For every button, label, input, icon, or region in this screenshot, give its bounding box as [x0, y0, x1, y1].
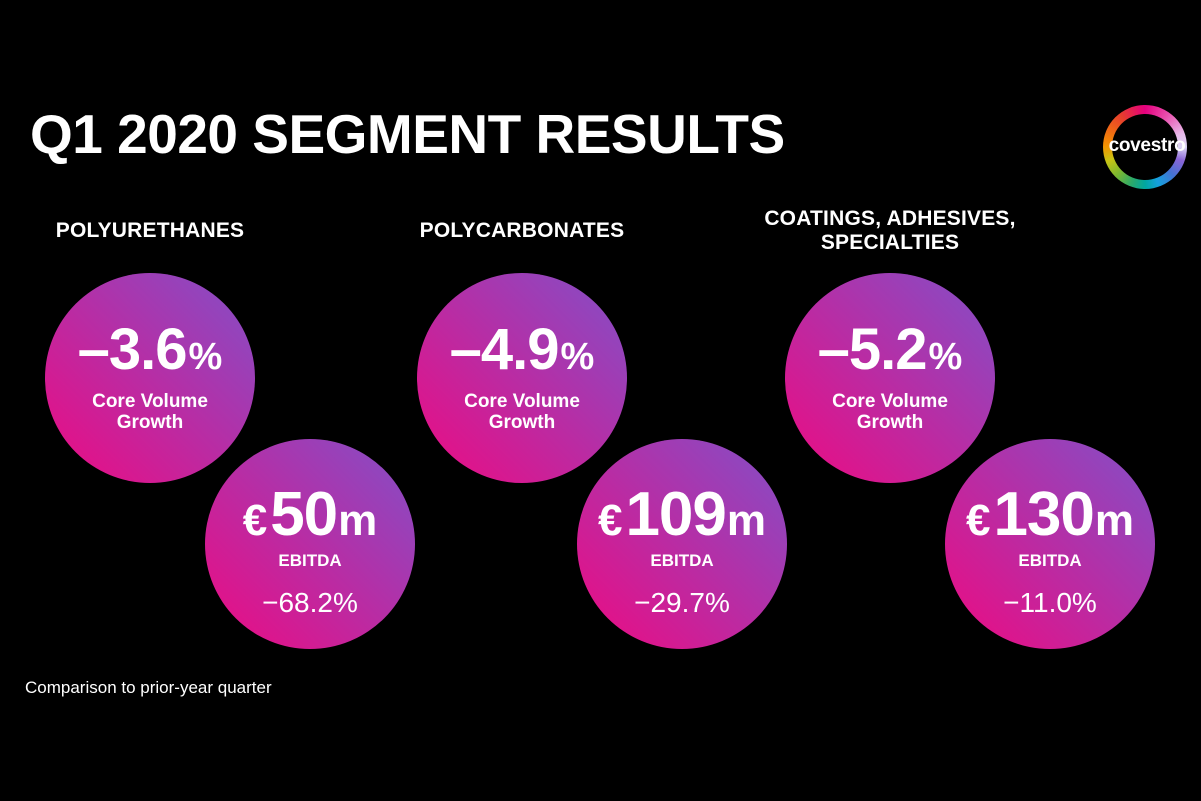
core-volume-growth-value-row: –3.6 %	[78, 319, 223, 385]
percent-unit: %	[560, 336, 595, 378]
page-title: Q1 2020 SEGMENT RESULTS	[30, 103, 785, 165]
segment-coatings-adhesives-specialties: COATINGS, ADHESIVES, SPECIALTIES –5.2 % …	[740, 205, 1160, 665]
percent-unit: %	[188, 336, 223, 378]
euro-sign: €	[242, 496, 268, 545]
segment-label: POLYURETHANES	[55, 219, 245, 242]
core-volume-growth-bubble: –5.2 % Core Volume Growth	[785, 273, 995, 483]
ebitda-value: 50	[270, 480, 338, 549]
ebitda-change: −11.0%	[1003, 587, 1097, 618]
million-suffix: m	[726, 496, 767, 545]
euro-sign: €	[965, 496, 991, 545]
ebitda-change: −29.7%	[634, 587, 730, 618]
ebitda-value: 130	[993, 480, 1094, 549]
logo-wordmark: covestro	[1108, 135, 1186, 157]
segment-label: POLYCARBONATES	[419, 219, 625, 242]
core-volume-growth-caption: Core Volume Growth	[464, 391, 580, 433]
ebitda-change: −68.2%	[262, 587, 358, 618]
ebitda-value-row: €50 m	[243, 483, 378, 547]
ebitda-bubble: €50 m EBITDA −68.2%	[205, 439, 415, 649]
covestro-logo: covestro	[1103, 105, 1187, 189]
segment-polyurethanes: POLYURETHANES –3.6 % Core Volume Growth …	[0, 205, 420, 665]
footnote: Comparison to prior-year quarter	[25, 678, 272, 697]
segment-polycarbonates: POLYCARBONATES –4.9 % Core Volume Growth…	[372, 205, 792, 665]
ebitda-value-row: €130 m	[966, 483, 1134, 547]
euro-sign: €	[597, 496, 623, 545]
ebitda-bubble: €109 m EBITDA −29.7%	[577, 439, 787, 649]
ebitda-caption: EBITDA	[1018, 551, 1082, 570]
ebitda-bubble: €130 m EBITDA −11.0%	[945, 439, 1155, 649]
core-volume-growth-value-row: –5.2 %	[818, 319, 963, 385]
core-volume-growth-bubble: –3.6 % Core Volume Growth	[45, 273, 255, 483]
core-volume-growth-caption: Core Volume Growth	[832, 391, 948, 433]
ebitda-caption: EBITDA	[278, 551, 342, 570]
core-volume-growth-value: –4.9	[449, 317, 560, 382]
logo-ring-hole	[1112, 114, 1178, 180]
core-volume-growth-value-row: –4.9 %	[450, 319, 595, 385]
million-suffix: m	[1094, 496, 1135, 545]
core-volume-growth-bubble: –4.9 % Core Volume Growth	[417, 273, 627, 483]
million-suffix: m	[338, 496, 378, 545]
ebitda-value-row: €109 m	[598, 483, 766, 547]
core-volume-growth-value: –5.2	[817, 317, 928, 382]
core-volume-growth-caption: Core Volume Growth	[92, 391, 208, 433]
percent-unit: %	[928, 336, 963, 378]
ebitda-value: 109	[625, 480, 726, 549]
ebitda-caption: EBITDA	[650, 551, 714, 570]
core-volume-growth-value: –3.6	[77, 317, 188, 382]
segment-label: COATINGS, ADHESIVES, SPECIALTIES	[764, 207, 1016, 254]
